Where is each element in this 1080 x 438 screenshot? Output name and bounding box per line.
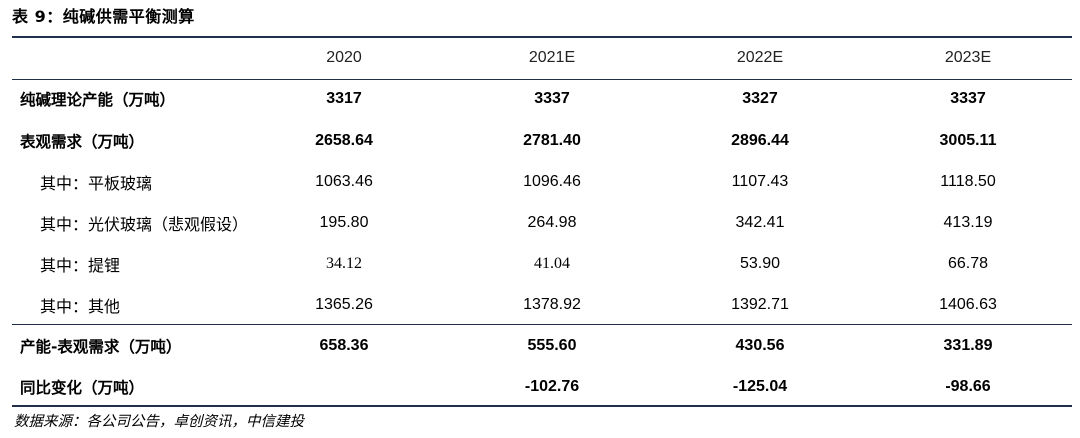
cell-value: 555.60 xyxy=(527,336,577,354)
header-row: 2020 2021E 2022E 2023E xyxy=(12,38,1072,78)
table-caption: 表 9：纯碱供需平衡测算 xyxy=(12,7,195,26)
table-row-capacity: 纯碱理论产能（万吨） 3317 3337 3327 3337 xyxy=(12,78,1072,120)
row-label: 其中：其他 xyxy=(40,296,121,316)
table-row-pv-glass: 其中：光伏玻璃（悲观假设） 195.80 264.98 342.41 413.1… xyxy=(12,202,1072,243)
header-cell-2023e: 2023E xyxy=(944,49,992,66)
header-cell-blank xyxy=(12,38,240,78)
cell-value: 34.12 xyxy=(326,254,362,272)
cell-value: 2658.64 xyxy=(315,131,373,149)
cell-value: 1096.46 xyxy=(523,172,581,190)
cell-value: 3005.11 xyxy=(939,131,997,149)
cell-value: 1107.43 xyxy=(731,172,789,190)
cell-value: 658.36 xyxy=(319,336,369,354)
table-row-yoy-change: 同比变化（万吨） -102.76 -125.04 -98.66 xyxy=(12,366,1072,407)
bottom-rule xyxy=(12,405,1072,407)
cell-value: -102.76 xyxy=(524,377,580,395)
row-label: 表观需求（万吨） xyxy=(20,132,145,151)
cell-value: -98.66 xyxy=(945,377,991,395)
table-row-other: 其中：其他 1365.26 1378.92 1392.71 1406.63 xyxy=(12,284,1072,325)
section-rule xyxy=(12,324,1072,325)
cell-value: 3337 xyxy=(534,90,570,107)
header-rule xyxy=(12,79,1072,80)
header-cell-2021e: 2021E xyxy=(528,49,576,66)
table-row-flat-glass: 其中：平板玻璃 1063.46 1096.46 1107.43 1118.50 xyxy=(12,161,1072,202)
cell-value: 413.19 xyxy=(943,213,993,231)
cell-value: 1365.26 xyxy=(315,295,373,313)
cell-value: 53.90 xyxy=(739,254,781,272)
cell-value: 3317 xyxy=(326,90,362,107)
cell-value: -125.04 xyxy=(732,377,788,395)
row-label: 纯碱理论产能（万吨） xyxy=(20,91,176,109)
cell-value: 3327 xyxy=(742,90,778,107)
cell-value: 1063.46 xyxy=(315,172,373,190)
cell-value: 430.56 xyxy=(735,336,785,354)
cell-value: 342.41 xyxy=(735,213,785,231)
cell-value xyxy=(240,366,448,407)
cell-value: 1392.71 xyxy=(731,295,789,313)
source-note: 数据来源：各公司公告，卓创资讯，中信建投 xyxy=(14,414,304,430)
cell-value: 41.04 xyxy=(534,254,570,272)
cell-value: 264.98 xyxy=(527,213,577,231)
row-label: 其中：提锂 xyxy=(40,255,121,275)
header-cell-2020: 2020 xyxy=(326,49,362,66)
table-row-apparent-demand: 表观需求（万吨） 2658.64 2781.40 2896.44 3005.11 xyxy=(12,120,1072,161)
row-label: 其中：平板玻璃 xyxy=(40,173,153,193)
cell-value: 2781.40 xyxy=(523,131,581,149)
cell-value: 331.89 xyxy=(943,336,993,354)
table-row-capacity-minus-demand: 产能-表观需求（万吨） 658.36 555.60 430.56 331.89 xyxy=(12,325,1072,366)
supply-demand-table: 2020 2021E 2022E 2023E 纯碱理论产能（万吨） 3317 3… xyxy=(12,38,1072,407)
row-label: 其中：光伏玻璃（悲观假设） xyxy=(40,214,249,234)
row-label: 产能-表观需求（万吨） xyxy=(20,337,182,356)
header-cell-2022e: 2022E xyxy=(736,49,784,66)
table-row-lithium: 其中：提锂 34.12 41.04 53.90 66.78 xyxy=(12,243,1072,284)
cell-value: 1378.92 xyxy=(523,295,581,313)
cell-value: 66.78 xyxy=(947,254,989,272)
row-label: 同比变化（万吨） xyxy=(20,378,145,397)
cell-value: 1406.63 xyxy=(939,295,997,313)
top-rule xyxy=(12,36,1072,38)
cell-value: 1118.50 xyxy=(940,172,996,190)
cell-value: 195.80 xyxy=(319,213,369,231)
cell-value: 2896.44 xyxy=(731,131,789,149)
cell-value: 3337 xyxy=(950,90,986,107)
